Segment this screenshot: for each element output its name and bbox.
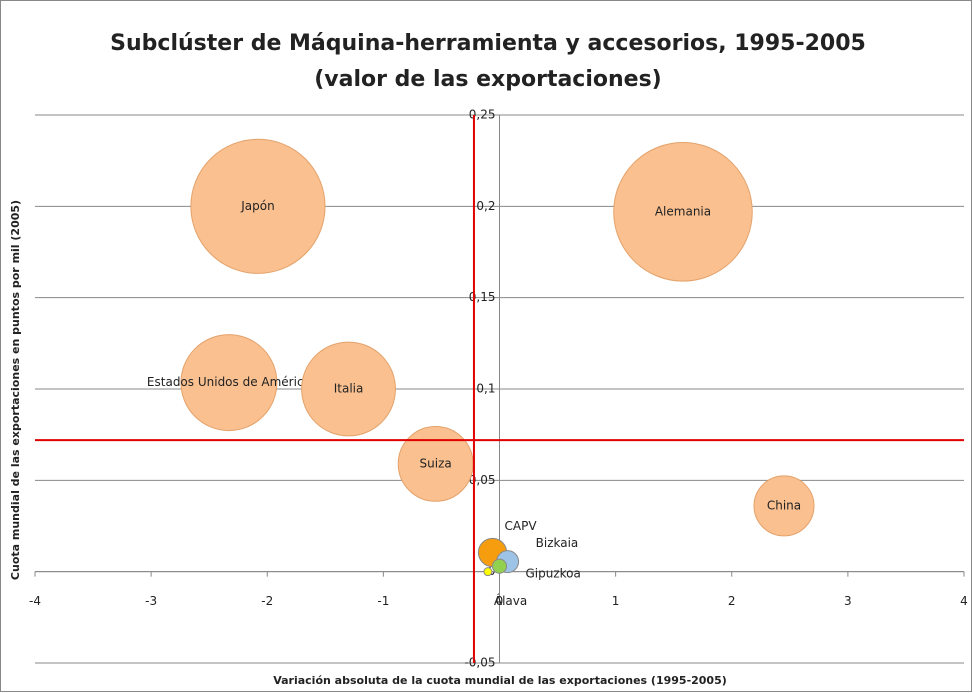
y-tick-label: 0,05 (469, 473, 496, 487)
x-tick-label: 0 (496, 594, 504, 608)
x-tick-label: -1 (377, 594, 389, 608)
bubble (491, 558, 508, 574)
chart-title: Subclúster de Máquina-herramienta y acce… (110, 31, 866, 56)
y-tick-label: 0,1 (476, 382, 495, 396)
bubble-label: Suiza (420, 456, 452, 470)
bubble-label: Estados Unidos de América (147, 375, 311, 389)
bubble (753, 475, 815, 537)
x-tick-label: -3 (145, 594, 157, 608)
bubble-label: CAPV (505, 519, 538, 533)
bubble (613, 142, 753, 282)
bubble-label: Bizkaia (536, 536, 579, 550)
y-tick-label: -0,05 (464, 656, 495, 670)
bubble-label: Japón (240, 199, 274, 213)
bubble-label: Alemania (655, 204, 711, 218)
y-axis-title: Cuota mundial de las exportaciones en pu… (9, 200, 22, 580)
bubble (483, 567, 493, 577)
y-tick-label: 0,25 (469, 108, 496, 122)
y-tick-label: 0,15 (469, 290, 496, 304)
x-tick-label: -2 (261, 594, 273, 608)
x-axis-title: Variación absoluta de la cuota mundial d… (273, 674, 727, 687)
x-tick-label: 4 (960, 594, 968, 608)
bubble-label: Gipuzkoa (526, 567, 581, 581)
y-tick-label: 0,2 (476, 199, 495, 213)
x-tick-label: -4 (29, 594, 41, 608)
chart-title: (valor de las exportaciones) (314, 67, 662, 92)
bubble-label: Álava (494, 593, 527, 608)
bubble (180, 334, 278, 432)
x-tick-label: 2 (728, 594, 736, 608)
bubble-label: Italia (334, 382, 364, 396)
bubble-label: China (767, 498, 801, 512)
bubble (190, 138, 326, 274)
x-tick-label: 1 (612, 594, 620, 608)
x-tick-label: 3 (844, 594, 852, 608)
bubble (301, 341, 396, 437)
